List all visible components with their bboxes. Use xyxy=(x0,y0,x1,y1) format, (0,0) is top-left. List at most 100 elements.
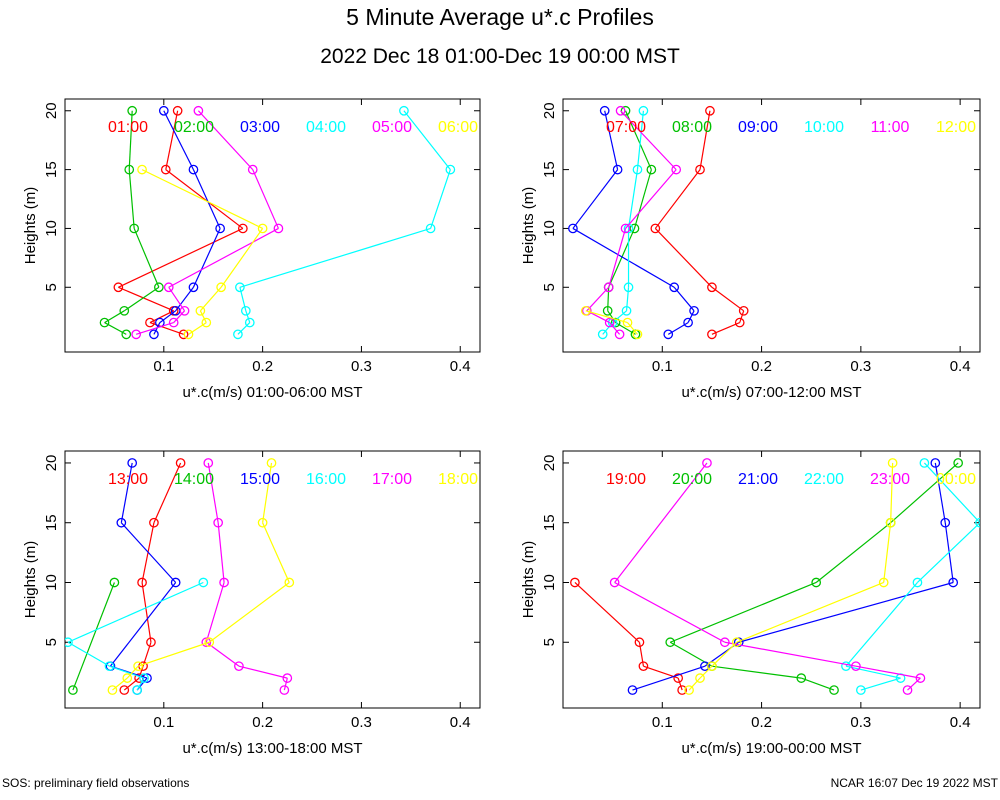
x-axis-label: u*.c(m/s) 13:00-18:00 MST xyxy=(182,740,362,757)
series-segment xyxy=(711,286,745,312)
data-point xyxy=(597,329,608,340)
series-segment xyxy=(165,169,244,229)
profile-panel-3: 0.1 0.2 0.3 0.4 5 10 15 20 u*.c(m/s) 13:00-18:00… xyxy=(22,450,481,757)
x-tick-label: 0.1 xyxy=(652,358,673,375)
data-point xyxy=(179,305,190,316)
legend-entry: 17:00 xyxy=(372,471,412,488)
legend-entry: 13:00 xyxy=(108,471,148,488)
series-segment xyxy=(137,641,210,667)
x-tick-label: 0.2 xyxy=(751,714,772,731)
series-segment xyxy=(699,110,711,170)
data-point xyxy=(940,517,951,528)
y-tick-label: 10 xyxy=(43,220,60,237)
legend-entry: 06:00 xyxy=(438,119,478,136)
data-point xyxy=(878,577,889,588)
plot-frame xyxy=(64,450,481,709)
legend-entry: 10:00 xyxy=(804,119,844,136)
data-point xyxy=(149,329,159,340)
data-point xyxy=(671,164,682,175)
x-tick-label: 0.2 xyxy=(252,714,273,731)
data-point xyxy=(154,282,164,293)
x-tick-label: 0.4 xyxy=(950,358,971,375)
data-point xyxy=(614,329,625,340)
data-point xyxy=(677,685,687,695)
data-point xyxy=(399,105,409,116)
data-point xyxy=(137,164,147,175)
data-point xyxy=(734,317,745,328)
panel-data xyxy=(570,458,980,695)
legend-entry: 08:00 xyxy=(672,119,712,136)
data-point xyxy=(650,223,661,234)
data-point xyxy=(568,223,578,234)
data-point xyxy=(137,577,147,588)
series-segment xyxy=(120,522,177,583)
data-point xyxy=(609,577,620,588)
series-segment xyxy=(128,169,135,229)
data-point xyxy=(68,685,78,695)
series-segment xyxy=(252,169,279,229)
data-point xyxy=(213,517,224,528)
series-segment xyxy=(724,641,857,667)
x-tick-label: 0.3 xyxy=(850,358,871,375)
data-point xyxy=(203,458,214,468)
x-axis-label: u*.c(m/s) 19:00-00:00 MST xyxy=(681,740,861,757)
profile-panel-1: 0.1 0.2 0.3 0.4 5 10 15 20 u*.c(m/s) 01:00-06:00… xyxy=(22,98,481,401)
data-point xyxy=(610,317,621,328)
series-segment xyxy=(118,286,174,312)
data-point xyxy=(602,305,613,316)
x-tick-label: 0.1 xyxy=(652,714,673,731)
panel-data xyxy=(99,105,456,340)
x-axis-label: u*.c(m/s) 07:00-12:00 MST xyxy=(681,384,861,401)
data-point xyxy=(705,105,715,116)
data-point xyxy=(257,517,268,528)
data-point xyxy=(930,458,941,468)
data-point xyxy=(132,685,142,695)
x-tick-label: 0.3 xyxy=(850,714,871,731)
data-point xyxy=(669,282,680,293)
data-point xyxy=(948,577,959,588)
series-segment xyxy=(739,310,745,323)
series-segment xyxy=(699,665,713,679)
data-point xyxy=(163,282,174,293)
legend-entry: 07:00 xyxy=(606,119,646,136)
series-segment xyxy=(109,665,145,679)
data-point xyxy=(119,305,130,316)
data-point xyxy=(131,329,141,340)
series-segment xyxy=(217,522,225,583)
series-segment xyxy=(192,228,221,288)
series-segment xyxy=(220,228,264,288)
data-point xyxy=(738,305,749,316)
data-point xyxy=(580,305,591,316)
series-segment xyxy=(188,322,207,335)
legend-entry: 12:00 xyxy=(936,119,976,136)
series-segment xyxy=(627,322,638,335)
plot-frame xyxy=(64,98,481,353)
series-segment xyxy=(133,228,160,288)
data-point xyxy=(233,329,243,340)
series-segment xyxy=(917,522,980,583)
data-point xyxy=(116,517,127,528)
series-segment xyxy=(677,677,683,691)
data-point xyxy=(731,637,742,648)
data-point xyxy=(919,458,930,468)
y-tick-label: 15 xyxy=(43,514,60,531)
data-point xyxy=(673,673,684,683)
series-segment xyxy=(128,110,133,170)
data-point xyxy=(198,577,209,588)
data-point xyxy=(627,685,638,695)
series-segment xyxy=(205,582,225,643)
legend-entry: 16:00 xyxy=(306,471,346,488)
data-point xyxy=(119,685,130,695)
data-point xyxy=(158,105,169,116)
series-segment xyxy=(687,310,695,323)
y-tick-label: 20 xyxy=(541,455,558,472)
y-tick-label: 5 xyxy=(541,638,558,646)
series-segment xyxy=(135,322,174,335)
series-segment xyxy=(163,110,194,170)
series-segment xyxy=(711,641,738,667)
series-segment xyxy=(815,522,892,583)
series-segment xyxy=(175,286,194,312)
data-point xyxy=(796,673,807,683)
data-point xyxy=(684,685,694,695)
y-tick-label: 5 xyxy=(43,638,60,646)
